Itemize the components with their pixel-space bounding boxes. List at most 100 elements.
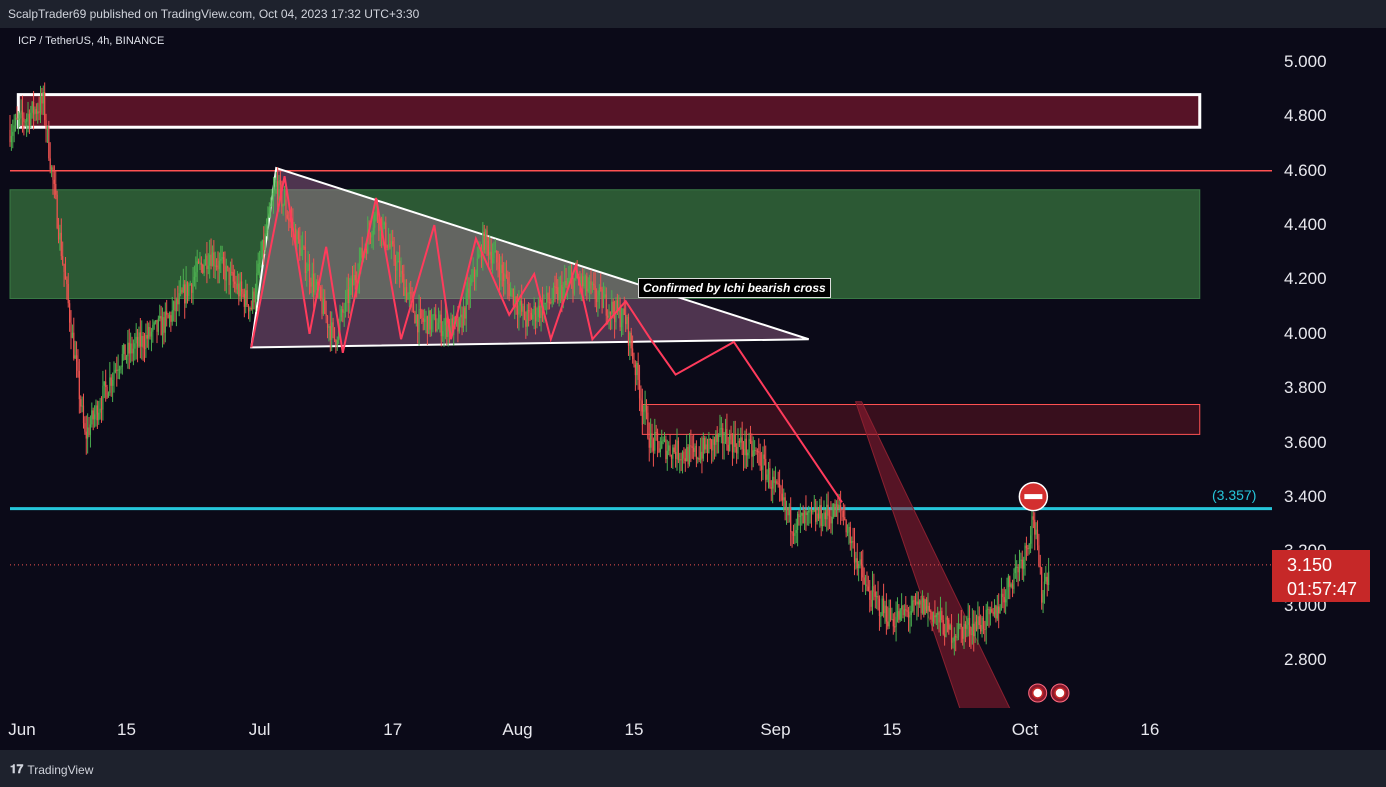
candle-body <box>365 248 367 254</box>
candle-body <box>930 610 932 612</box>
candle-body <box>464 307 466 319</box>
candle-body <box>835 504 838 517</box>
candle-body <box>763 454 765 459</box>
candle-body <box>740 437 742 443</box>
candle-body <box>239 281 241 297</box>
candle-body <box>821 525 824 527</box>
bar-countdown: 01:57:47 <box>1287 579 1358 599</box>
candle-body <box>948 619 950 630</box>
candle-body <box>321 298 323 314</box>
candle-body <box>501 264 503 274</box>
candle-body <box>869 591 871 600</box>
candle-body <box>719 428 721 435</box>
candle-body <box>174 301 176 312</box>
price-tick-label: 3.400 <box>1284 486 1327 506</box>
candle-body <box>1000 593 1003 608</box>
candle-body <box>472 269 474 279</box>
candle-body <box>1024 545 1026 560</box>
candle-body <box>375 206 377 215</box>
candle-body <box>801 512 803 516</box>
level-price-label: (3.357) <box>1212 487 1257 503</box>
candle-body <box>544 302 546 304</box>
candle-body <box>584 276 587 283</box>
candle-body <box>848 526 850 532</box>
candle-body <box>701 451 703 459</box>
candle-body <box>167 314 169 318</box>
tradingview-logo[interactable]: 𝟏𝟕 TradingView <box>10 762 93 777</box>
candle-body <box>231 271 233 273</box>
candle-body <box>654 432 656 451</box>
candle-body <box>677 440 679 460</box>
candle-body <box>934 615 936 618</box>
candle-body <box>415 314 417 324</box>
candle-body <box>454 317 456 320</box>
candle-body <box>693 447 695 452</box>
candle-body <box>612 301 614 313</box>
candle-body <box>329 326 331 340</box>
candle-body <box>593 283 595 286</box>
candle-body <box>702 438 704 459</box>
candle-body <box>46 127 49 130</box>
candle-body <box>885 605 887 622</box>
candle-body <box>526 310 528 327</box>
candle-body <box>270 205 272 208</box>
candle-body <box>600 287 602 289</box>
candle-body <box>12 131 14 136</box>
candle-body <box>313 273 315 293</box>
candle-body <box>572 278 574 294</box>
candle-body <box>48 127 50 159</box>
price-axis[interactable]: 5.000 4.800 4.600 4.400 4.200 4.000 3.800 3.600… <box>1272 28 1386 708</box>
candle-body <box>970 633 972 636</box>
candle-body <box>806 512 808 516</box>
candle-body <box>53 179 55 184</box>
candle-body <box>346 289 348 297</box>
candle-body <box>460 314 462 318</box>
candle-body <box>254 293 257 303</box>
candle-body <box>32 101 35 115</box>
candle-body <box>503 273 505 282</box>
candle-body <box>318 286 320 291</box>
time-axis[interactable]: Jun 15 Jul 17 Aug 15 Sep 15 Oct 16 <box>0 708 1386 750</box>
candle-body <box>414 312 416 324</box>
candle-body <box>973 623 975 637</box>
candle-body <box>607 315 609 318</box>
candle-body <box>889 607 892 620</box>
candle-body <box>999 607 1001 614</box>
candle-body <box>243 294 245 307</box>
candle-body <box>512 289 514 306</box>
candle-body <box>748 438 750 453</box>
candle-body <box>20 110 22 115</box>
candle-body <box>909 615 911 618</box>
candle-body <box>802 512 804 524</box>
candle-body <box>272 192 275 201</box>
candle-body <box>55 183 57 195</box>
candle-body <box>877 596 879 599</box>
candle-body <box>185 281 187 304</box>
candle-body <box>708 439 710 454</box>
candle-body <box>121 354 123 367</box>
candle-body <box>356 280 358 283</box>
candle-body <box>509 289 512 296</box>
ichi-confirm-annotation[interactable]: Confirmed by Ichi bearish cross <box>638 278 831 298</box>
candle-body <box>59 232 61 240</box>
candle-body <box>955 636 957 638</box>
candle-body <box>482 231 484 261</box>
candle-body <box>191 284 193 293</box>
candle-body <box>826 504 828 520</box>
candle-body <box>552 285 555 301</box>
candle-body <box>966 625 968 629</box>
price-tick-label: 3.600 <box>1284 432 1327 452</box>
price-tick-label: 2.800 <box>1284 650 1327 669</box>
candle-body <box>636 362 638 376</box>
candle-body <box>120 366 122 370</box>
candle-body <box>605 294 607 316</box>
candle-body <box>687 447 689 465</box>
candle-body <box>78 370 80 400</box>
candle-body <box>830 516 832 524</box>
candle-body <box>676 440 678 460</box>
candle-body <box>69 303 71 323</box>
candle-body <box>134 343 136 349</box>
candle-body <box>240 281 243 292</box>
candle-body <box>60 232 62 257</box>
